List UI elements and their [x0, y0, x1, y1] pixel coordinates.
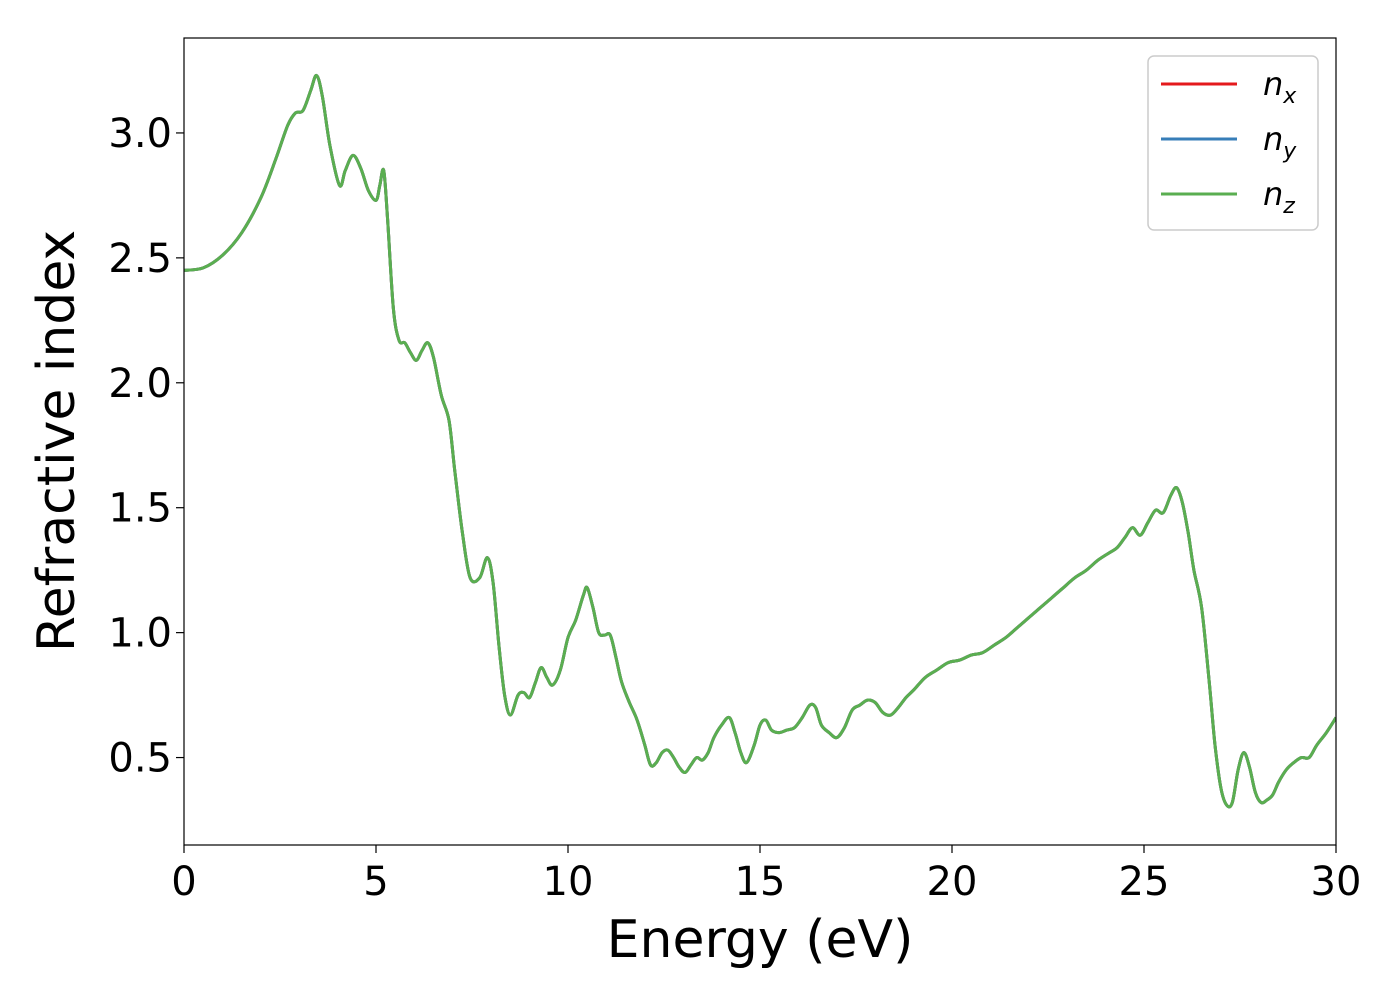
legend-label-subscript: x	[1282, 84, 1297, 109]
legend-label-nz: nz	[1263, 175, 1295, 219]
y-tick-label: 2.5	[108, 236, 172, 282]
plot-area	[184, 38, 1336, 845]
x-tick-label: 10	[543, 859, 594, 905]
x-tick-label: 30	[1311, 859, 1362, 905]
y-tick-label: 1.0	[108, 611, 172, 657]
series-line-nz	[184, 73, 1336, 809]
x-tick-label: 25	[1119, 859, 1170, 905]
x-tick-label: 20	[927, 859, 978, 905]
legend-label-nx: nx	[1263, 65, 1297, 109]
legend-label-base: n	[1263, 65, 1283, 103]
x-tick-label: 0	[171, 859, 196, 905]
series-layer	[184, 73, 1336, 809]
y-axis-title: Refractive index	[27, 230, 87, 652]
legend-label-base: n	[1263, 175, 1283, 213]
x-tick-label: 15	[735, 859, 786, 905]
y-tick-label: 1.5	[108, 486, 172, 532]
legend-label-base: n	[1263, 120, 1283, 158]
y-tick-label: 0.5	[108, 736, 172, 782]
legend-label-subscript: z	[1282, 194, 1295, 219]
legend-label-ny: ny	[1263, 120, 1297, 164]
y-tick-label: 3.0	[108, 111, 172, 157]
x-axis-ticks: 0 5 10 15 20 25 30	[171, 845, 1361, 905]
legend-box	[1147, 55, 1319, 231]
y-tick-label: 2.0	[108, 361, 172, 407]
x-tick-label: 5	[363, 859, 388, 905]
y-axis-ticks: 0.5 1.0 1.5 2.0 2.5 3.0	[108, 111, 184, 782]
x-axis-title: Energy (eV)	[607, 910, 914, 970]
legend-label-subscript: y	[1282, 139, 1297, 164]
